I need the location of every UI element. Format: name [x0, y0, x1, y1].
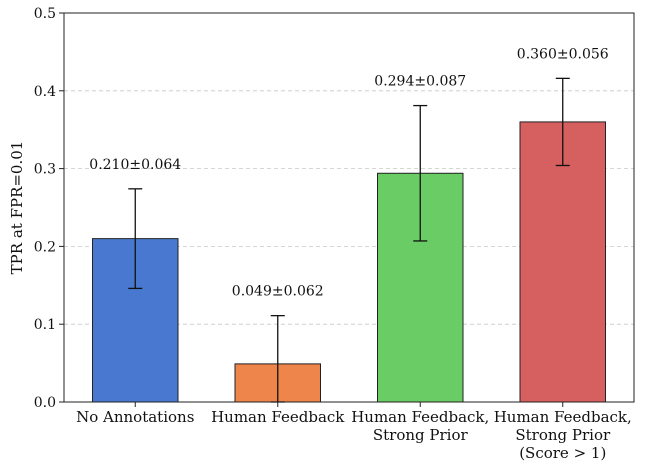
y-tick-label: 0.5 [34, 6, 56, 22]
x-tick-label: Strong Prior [515, 426, 611, 444]
x-tick-label: Human Feedback [211, 408, 345, 426]
x-tick-label: Human Feedback, [494, 408, 632, 426]
error-bars [128, 77, 570, 403]
y-tick-label: 0.2 [34, 239, 56, 255]
x-tick-label: No Annotations [76, 408, 194, 426]
y-tick-label: 0.3 [34, 162, 56, 178]
bar [519, 121, 606, 403]
data-label: 0.210±0.064 [89, 157, 181, 173]
x-tick-label: Strong Prior [373, 426, 469, 444]
data-label: 0.049±0.062 [232, 284, 324, 300]
x-axis-ticks: No Annotations Human Feedback Human Feedba… [76, 402, 632, 462]
y-axis-ticks: 0.0 0.1 0.2 0.3 0.4 0.5 [34, 6, 64, 411]
y-axis-label: TPR at FPR=0.01 [8, 141, 26, 275]
x-tick-label: Human Feedback, [351, 408, 489, 426]
x-tick-label: (Score > 1) [519, 444, 606, 462]
y-tick-label: 0.1 [34, 317, 56, 333]
y-tick-label: 0.0 [34, 395, 56, 411]
data-labels: 0.210±0.064 0.049±0.062 0.294±0.087 0.360±0… [89, 46, 608, 299]
y-tick-label: 0.4 [34, 84, 56, 100]
data-label: 0.360±0.056 [517, 46, 609, 62]
data-label: 0.294±0.087 [374, 74, 466, 90]
plot-frame [63, 12, 635, 403]
